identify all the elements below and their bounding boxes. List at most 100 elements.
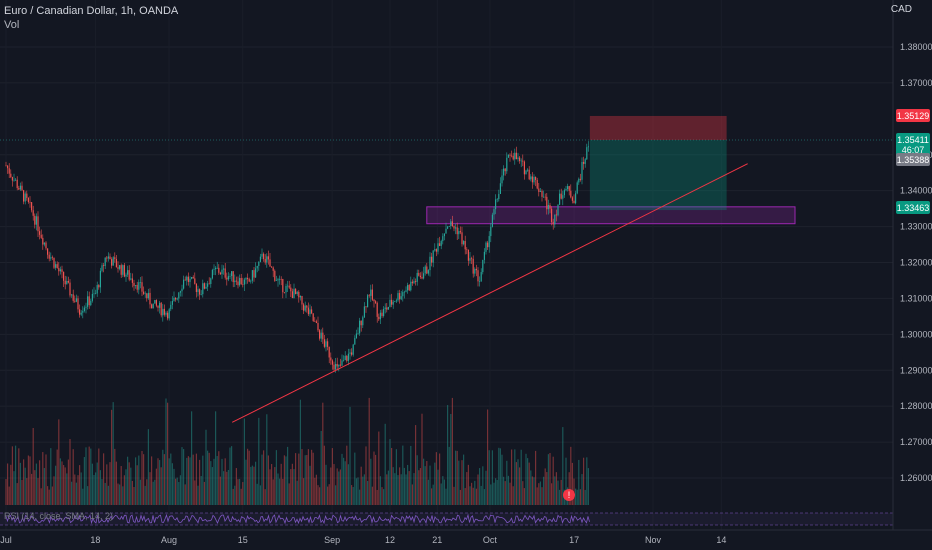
- candle-body: [27, 197, 29, 203]
- candle-body: [16, 179, 18, 189]
- candle-body: [96, 285, 98, 294]
- candle-body: [202, 283, 204, 295]
- candle-body: [400, 296, 402, 300]
- volume-bar: [43, 468, 45, 505]
- candle-body: [408, 285, 410, 291]
- candle-body: [130, 278, 132, 280]
- volume-bar: [327, 486, 329, 505]
- volume-bar: [504, 481, 506, 505]
- volume-bar: [459, 489, 461, 505]
- candle-body: [373, 299, 375, 302]
- alert-icon[interactable]: !: [563, 489, 575, 501]
- volume-bar: [330, 467, 332, 505]
- volume-bar: [19, 462, 21, 505]
- price-label-text: 1.35411: [897, 135, 929, 145]
- volume-bar: [511, 449, 513, 505]
- volume-bar: [551, 483, 553, 505]
- volume-bar: [319, 487, 321, 505]
- volume-bar: [136, 465, 138, 505]
- candle-body: [475, 268, 477, 271]
- symbol-title[interactable]: Euro / Canadian Dollar, 1h, OANDA: [4, 5, 179, 17]
- time-tick: 18: [90, 535, 100, 545]
- volume-bar: [143, 454, 145, 505]
- volume-bar: [266, 414, 268, 505]
- volume-bar: [171, 463, 173, 505]
- candle-body: [357, 333, 359, 334]
- volume-bar: [347, 464, 349, 505]
- volume-bar: [197, 485, 199, 505]
- candle-body: [224, 268, 226, 278]
- volume-bar: [485, 470, 487, 505]
- volume-bar: [208, 452, 210, 505]
- rsi-indicator-label[interactable]: RSI (14, close, SMA, 14, 2): [4, 511, 114, 521]
- candle-body: [61, 269, 63, 272]
- candle-body: [291, 291, 293, 299]
- candle-body: [66, 281, 68, 285]
- volume-bar: [311, 449, 313, 505]
- candle-body: [506, 157, 508, 172]
- volume-bar: [224, 458, 226, 505]
- candle-body: [322, 332, 324, 340]
- volume-bar: [186, 457, 188, 505]
- volume-bar: [575, 488, 577, 505]
- price-label-box: [896, 109, 930, 122]
- volume-label[interactable]: Vol: [4, 19, 20, 31]
- volume-bar: [120, 466, 122, 505]
- candle-body: [339, 364, 341, 366]
- candle-body: [69, 282, 71, 296]
- candle-body: [87, 296, 89, 307]
- candle-body: [344, 355, 346, 361]
- candle-body: [255, 268, 257, 278]
- volume-bar: [352, 487, 354, 505]
- candle-body: [63, 271, 65, 281]
- candle-body: [29, 202, 31, 203]
- candle-body: [75, 298, 77, 302]
- volume-bar: [40, 488, 42, 505]
- candle-body: [554, 214, 556, 225]
- candle-body: [272, 267, 274, 271]
- volume-bar: [221, 458, 223, 505]
- candle-body: [421, 277, 423, 279]
- candle-body: [368, 295, 370, 296]
- time-tick: Aug: [161, 535, 177, 545]
- volume-bar: [231, 446, 233, 505]
- price-tick: 1.33000: [900, 222, 932, 232]
- volume-bar: [162, 449, 164, 505]
- candle-body: [146, 293, 148, 299]
- candle-body: [459, 231, 461, 233]
- volume-bar: [71, 481, 73, 505]
- volume-bar: [331, 448, 333, 505]
- volume-bar: [336, 468, 338, 505]
- volume-bar: [363, 474, 365, 505]
- candle-body: [271, 266, 273, 268]
- volume-bar: [191, 411, 193, 505]
- volume-bar: [213, 458, 215, 505]
- volume-bar: [514, 449, 516, 505]
- candle-body: [455, 227, 457, 229]
- volume-bar: [571, 462, 573, 505]
- volume-bar: [475, 488, 477, 505]
- candle-body: [453, 226, 455, 229]
- volume-bar: [141, 450, 143, 505]
- volume-bar: [179, 475, 181, 505]
- volume-bar: [125, 469, 127, 505]
- volume-bar: [296, 480, 298, 505]
- volume-bar: [429, 465, 431, 505]
- volume-bar: [53, 476, 55, 505]
- candle-body: [189, 278, 191, 282]
- volume-bar: [325, 464, 327, 505]
- volume-bar: [138, 455, 140, 505]
- volume-bar: [159, 460, 161, 505]
- candle-body: [293, 288, 295, 299]
- volume-bar: [291, 463, 293, 505]
- volume-bar: [239, 478, 241, 505]
- candle-body: [581, 161, 583, 180]
- candle-body: [355, 333, 357, 339]
- volume-bar: [147, 429, 149, 505]
- candle-body: [487, 242, 489, 248]
- candle-body: [64, 280, 66, 285]
- price-tick: 1.27000: [900, 437, 932, 447]
- volume-bar: [560, 479, 562, 505]
- volume-bar: [576, 489, 578, 505]
